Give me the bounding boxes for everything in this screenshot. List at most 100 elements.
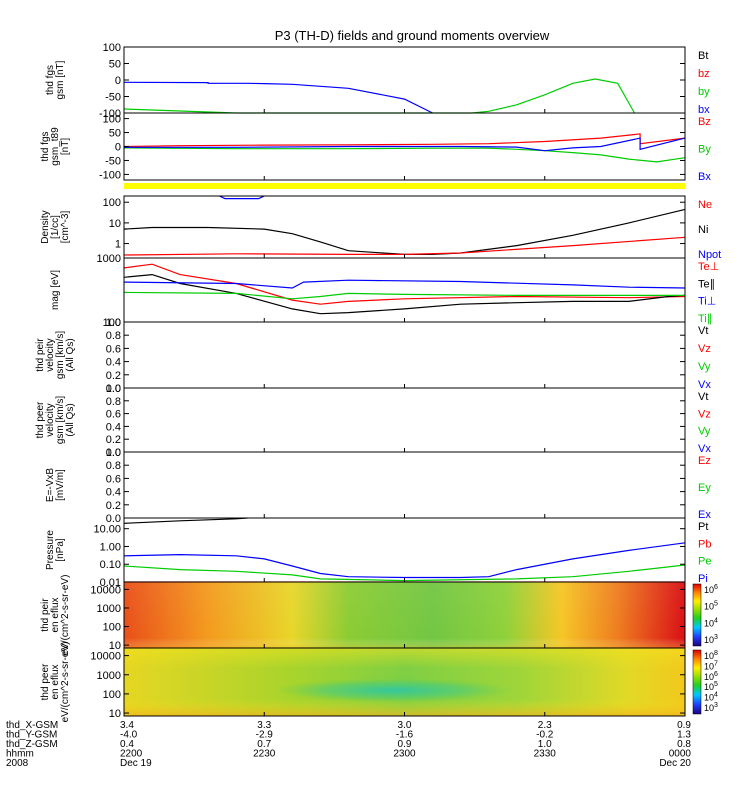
y-tick-label: 0.8 xyxy=(106,460,121,472)
y-tick-label: 10000 xyxy=(90,651,121,663)
series-Npot xyxy=(219,195,265,200)
x-tick-label: 2330 xyxy=(534,749,557,760)
y-tick-label: 100 xyxy=(103,114,121,126)
legend-Pi: Pi xyxy=(698,573,708,585)
x-tick-label: Dec 19 xyxy=(120,758,152,769)
y-axis-label: Density xyxy=(40,210,51,243)
y-tick-label: 100 xyxy=(103,197,121,209)
y-tick-label: 0 xyxy=(115,75,121,87)
y-tick-label: -100 xyxy=(99,108,121,120)
x-tick-label: 0.9 xyxy=(677,720,691,731)
x-tick-label: -2.9 xyxy=(256,730,274,741)
x-tick-label: 3.0 xyxy=(398,720,412,731)
legend-Vx: Vx xyxy=(698,443,711,455)
x-row-label: thd_X-GSM xyxy=(6,720,58,731)
y-tick-label: 0.6 xyxy=(106,409,121,421)
y-axis-label: eV/(cm^2-s-sr-eV) xyxy=(60,642,71,723)
x-tick-label: -4.0 xyxy=(120,730,138,741)
y-tick-label: 0.0 xyxy=(106,383,121,395)
y-axis-label: thd peer xyxy=(35,401,46,438)
y-axis-label: [nT] xyxy=(60,138,71,155)
y-tick-label: -50 xyxy=(105,92,121,104)
panel-9: 106 105 104 103 10000 1000 100 10 thd peir en efl… xyxy=(40,575,718,656)
y-axis-label: en eflux xyxy=(50,664,61,699)
spectrogram-shade xyxy=(124,582,685,648)
legend-Bx: Bx xyxy=(698,171,711,183)
y-axis-label: thd peir xyxy=(35,338,46,372)
y-tick-label: -100 xyxy=(99,169,121,181)
series-Pe xyxy=(123,564,686,582)
panel-3: 100 10 1 Density [1/cc] [cm^-3] Ne Ni Npot xyxy=(40,195,721,261)
y-axis-label: velocity xyxy=(45,403,56,436)
y-tick-label: 10000 xyxy=(90,584,121,596)
y-axis-label: thd fgs xyxy=(40,131,51,161)
y-tick-label: 50 xyxy=(109,59,121,71)
x-tick-label: 3.4 xyxy=(120,720,134,731)
colorbar-label: 108 xyxy=(704,650,718,661)
legend-Vy: Vy xyxy=(698,361,711,373)
y-axis-label: [1/cc] xyxy=(50,215,61,239)
x-tick-label: 1.3 xyxy=(677,730,691,741)
y-tick-label: 1.00 xyxy=(100,541,121,553)
y-tick-label: 10 xyxy=(109,218,121,230)
y-tick-label: 0.6 xyxy=(106,343,121,355)
legend-Ey: Ey xyxy=(698,482,711,494)
legend-Vy: Vy xyxy=(698,426,711,438)
colorbar-scale xyxy=(692,583,702,647)
series-By xyxy=(123,147,686,163)
y-axis-label: gsm_t89 xyxy=(50,127,61,166)
x-tick-label: 0000 xyxy=(669,749,692,760)
legend-Pe: Pe xyxy=(698,556,711,568)
legend-Pt: Pt xyxy=(698,521,708,533)
series-Ti∥ xyxy=(123,291,685,300)
x-row-label: thd_Z-GSM xyxy=(6,739,58,750)
y-axis-label: eV/(cm^2-s-sr-eV) xyxy=(60,575,71,656)
y-tick-label: 100 xyxy=(103,317,121,329)
legend-Vt: Vt xyxy=(698,391,708,403)
legend-Vx: Vx xyxy=(698,379,711,391)
legend-Te∥: Te∥ xyxy=(698,278,715,290)
y-tick-label: 0 xyxy=(115,142,121,154)
legend-Ez: Ez xyxy=(698,455,711,467)
y-tick-label: 0.0 xyxy=(106,513,121,525)
colorbar-label: 106 xyxy=(704,671,718,682)
y-tick-label: 1.0 xyxy=(106,317,121,329)
series-by xyxy=(123,78,636,114)
x-tick-label: 2200 xyxy=(120,749,143,760)
y-axis-label: thd peir xyxy=(40,598,51,632)
y-axis-label: gsm [km/s] xyxy=(55,396,66,445)
panel-4: 1000 100 mag [eV] Te⊥ Te∥ Ti⊥ Ti∥ xyxy=(50,253,719,329)
colorbar-label: 105 xyxy=(704,681,718,692)
x-tick-label: -1.6 xyxy=(396,730,414,741)
y-axis-label: E=-VxB xyxy=(45,468,56,503)
series-Bz xyxy=(123,133,686,148)
panel-frame xyxy=(123,387,686,453)
y-tick-label: 1.0 xyxy=(106,447,121,459)
legend-Bt: Bt xyxy=(698,50,708,62)
panel-frame xyxy=(123,257,686,323)
legend-Vz: Vz xyxy=(698,343,711,355)
legend-Vt: Vt xyxy=(698,325,708,337)
colorbar-label: 103 xyxy=(704,634,718,645)
y-tick-label: 0.8 xyxy=(106,396,121,408)
legend-by: by xyxy=(698,86,710,98)
legend-Ti⊥: Ti⊥ xyxy=(698,296,716,308)
colorbar-label: 104 xyxy=(704,617,718,628)
legend-Te⊥: Te⊥ xyxy=(698,261,719,273)
y-tick-label: 0.4 xyxy=(106,421,121,433)
y-tick-label: 0.2 xyxy=(106,500,121,512)
y-axis-label: Pressure xyxy=(45,530,56,570)
x-tick-label: 0.8 xyxy=(677,739,691,750)
series-Pi xyxy=(123,542,686,579)
panel-frame xyxy=(123,451,686,519)
y-tick-label: 100 xyxy=(103,42,121,54)
series-Te⊥ xyxy=(123,263,686,305)
panel-8: 10.00 1.00 0.10 0.01 Pressure [nPa] Pt Pb Pe Pi xyxy=(45,517,711,589)
legend-Bz: Bz xyxy=(698,116,711,128)
